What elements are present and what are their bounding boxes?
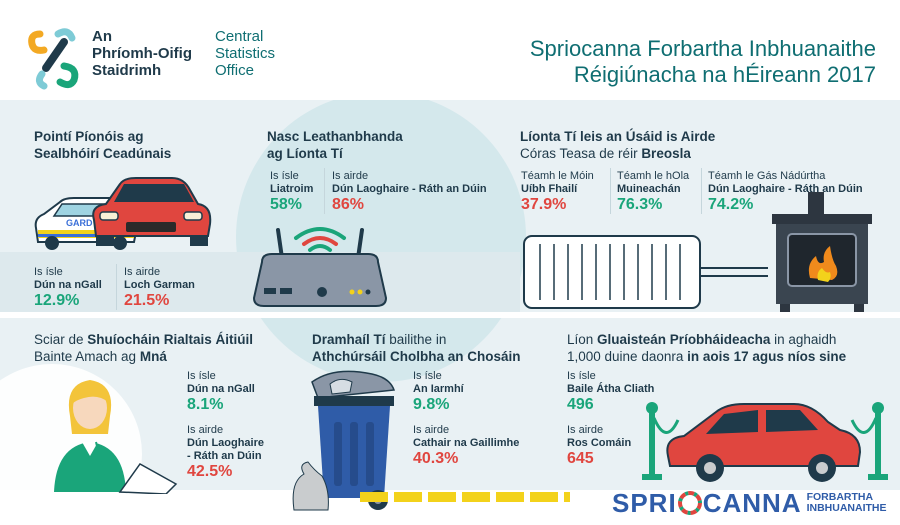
page-title: Spriocanna Forbartha Inbhuanaithe Réigiú… (529, 36, 876, 87)
sdg-wheel-icon (677, 491, 702, 515)
background-circle (236, 92, 526, 382)
cso-irish-name: An Phríomh-Oifig Staidrimh (92, 28, 192, 79)
cars-high-stat: Is airde Ros Comáin 645 (567, 424, 632, 467)
broadband-separator (324, 168, 325, 214)
header: An Phríomh-Oifig Staidrimh Central Stati… (0, 0, 900, 100)
cars-low-stat: Is ísle Baile Átha Cliath 496 (567, 370, 655, 413)
women-low-stat: Is ísle Dún na nGall 8.1% (187, 370, 255, 413)
penalty-high-stat: Is airde Loch Garman 21.5% (124, 266, 195, 309)
women-high-stat: Is airde Dún Laoghaire - Ráth an Dúin 42… (187, 424, 265, 480)
heating-separator-2 (701, 168, 702, 214)
pavement-strip (360, 492, 570, 502)
broadband-low-stat: Is ísle Liatroim 58% (270, 170, 314, 213)
cso-english-name: Central Statistics Office (215, 28, 276, 79)
cso-logo-icon (28, 28, 79, 90)
heating-title: Líonta Tí leis an Úsáid is Airde Córas T… (520, 129, 716, 161)
waste-low-stat: Is ísle An Iarmhí 9.8% (413, 370, 464, 413)
spriocanna-logo: SPRI CANNA FORBARTHA INBHUANAITHE (612, 488, 887, 518)
red-car-icon (92, 177, 212, 246)
radiator-icon (523, 235, 768, 309)
broadband-title: Nasc Leathanbhanda ag Líonta Tí (267, 129, 403, 161)
heating-peat-stat: Téamh le Móin Uíbh Fhailí 37.9% (521, 170, 594, 213)
waste-title: Dramhaíl Tí bailithe in Athchúrsáil Chol… (312, 332, 521, 364)
cars-title: Líon Gluaisteán Príobháideacha in aghaid… (567, 332, 847, 364)
garda-car-text: GARD (66, 218, 93, 228)
stove-icon (772, 192, 872, 312)
logo-text-pre: SPRI (612, 487, 677, 518)
logo-text-post: CANNA (702, 487, 802, 518)
showroom-car-icon (642, 402, 888, 482)
wifi-router-icon (252, 227, 388, 307)
penalty-low-stat: Is ísle Dún na nGall 12.9% (34, 266, 102, 309)
broadband-high-stat: Is airde Dún Laoghaire - Ráth an Dúin 86… (332, 170, 487, 213)
waste-high-stat: Is airde Cathair na Gaillimhe 40.3% (413, 424, 520, 467)
heating-oil-stat: Téamh le hOla Muineachán 76.3% (617, 170, 690, 213)
penalty-separator (116, 264, 117, 310)
heating-separator-1 (610, 168, 611, 214)
penalty-title: Pointí Píonóis ag Sealbhóirí Ceadúnais (34, 129, 172, 161)
logo-small-text: FORBARTHA INBHUANAITHE (806, 491, 887, 514)
women-title: Sciar de Shuíocháin Rialtais Áitiúil Bai… (34, 332, 254, 364)
white-divider (0, 312, 900, 318)
recycling-bin-icon (292, 370, 396, 511)
woman-writing-icon (0, 364, 178, 494)
